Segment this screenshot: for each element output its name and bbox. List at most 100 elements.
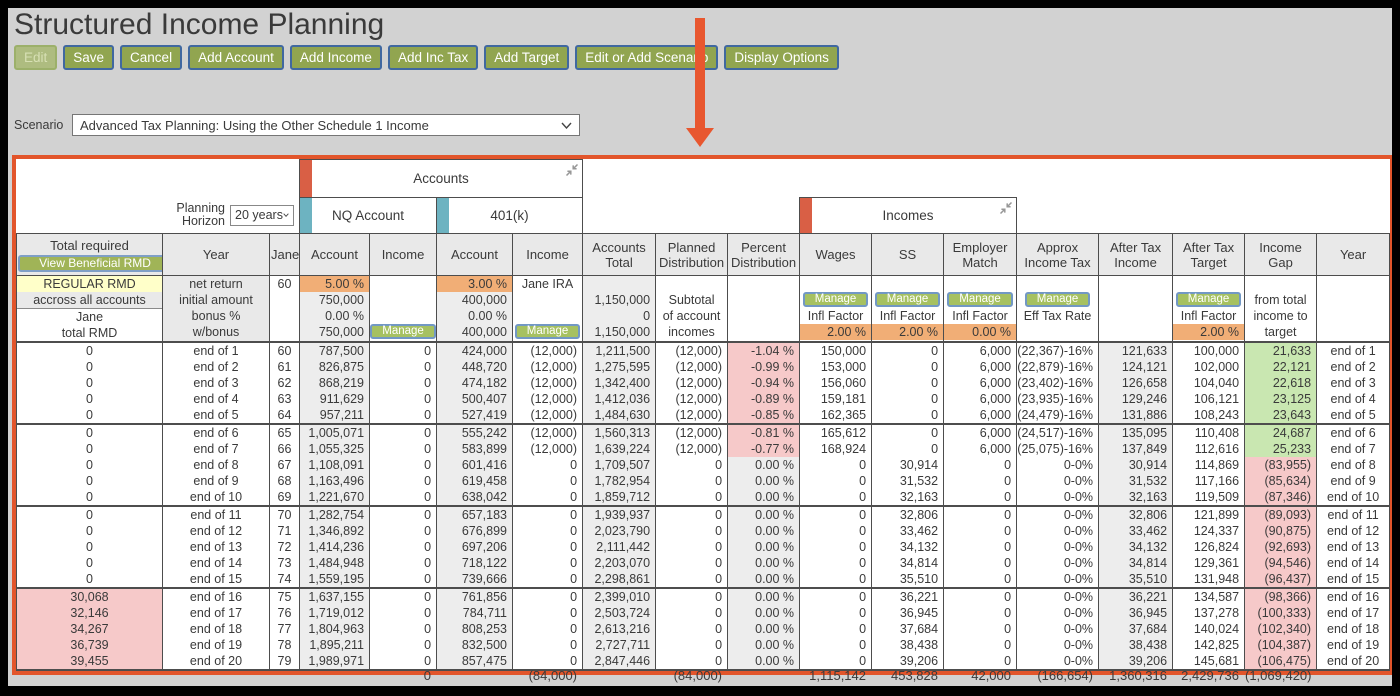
- age-cell: 68: [268, 473, 300, 489]
- after-tax-income-cell: 33,462: [1098, 523, 1173, 539]
- after-tax-income-cell: 36,945: [1098, 605, 1173, 621]
- 401k-income-cell: 0: [512, 571, 583, 589]
- accounts-total-cell: 1,560,313: [582, 424, 656, 441]
- after-tax-target-cell: 134,587: [1172, 588, 1245, 605]
- planned-distribution-cell: 0: [655, 621, 728, 637]
- manage-income-tax-button[interactable]: Manage: [1024, 292, 1091, 307]
- income-gap-cell: (94,546): [1244, 555, 1317, 571]
- table-row: 0 end of 14 73 1,484,948 0 718,122 0 2,2…: [16, 555, 1391, 571]
- planned-distribution-cell: 0: [655, 605, 728, 621]
- header-accounts-total: Accounts Total: [582, 233, 657, 276]
- age-cell: 75: [268, 588, 300, 605]
- planned-distribution-cell: 0: [655, 637, 728, 653]
- table-row: 0 end of 13 72 1,414,236 0 697,206 0 2,1…: [16, 539, 1391, 555]
- employer-match-cell: 6,000: [943, 441, 1017, 457]
- age-cell: 69: [268, 489, 300, 507]
- collapse-icon[interactable]: [999, 201, 1013, 215]
- rmd-cell: 0: [16, 489, 163, 507]
- income-gap-cell: (104,387): [1244, 637, 1317, 653]
- manage-after-tax-target-button[interactable]: Manage: [1175, 292, 1242, 307]
- 401k-income-cell: (12,000): [512, 391, 583, 407]
- view-beneficial-rmd-button[interactable]: View Beneficial RMD: [18, 254, 162, 272]
- after-tax-target-cell: 114,869: [1172, 457, 1245, 473]
- age-cell: 67: [268, 457, 300, 473]
- employer-match-cell: 6,000: [943, 375, 1017, 391]
- employer-match-cell: 0: [943, 555, 1017, 571]
- manage-nq-income-button[interactable]: Manage: [370, 324, 436, 339]
- rmd-cell: 0: [16, 342, 163, 359]
- add-target-button[interactable]: Add Target: [484, 45, 570, 70]
- cancel-button[interactable]: Cancel: [120, 45, 183, 70]
- percent-distribution-cell: 0.00 %: [727, 523, 800, 539]
- age-cell: 61: [268, 359, 300, 375]
- planned-distribution-cell: (12,000): [655, 424, 728, 441]
- total-planned-distribution: (84,000): [655, 665, 727, 686]
- scenario-select[interactable]: Advanced Tax Planning: Using the Other S…: [72, 114, 580, 136]
- planned-distribution-cell: 0: [655, 588, 728, 605]
- nq-account-cell: 1,108,091: [299, 457, 370, 473]
- ss-cell: 0: [871, 342, 944, 359]
- rmd-cell: 34,267: [16, 621, 163, 637]
- income-tax-cell: (24,517)-16%: [1016, 424, 1099, 441]
- income-tax-cell: 0-0%: [1016, 489, 1099, 507]
- income-tax-subheader: Manage Eff Tax Rate: [1016, 275, 1100, 343]
- income-tax-cell: (22,879)-16%: [1016, 359, 1099, 375]
- year-cell: end of 16: [162, 588, 270, 605]
- table-row: 0 end of 7 66 1,055,325 0 583,899 (12,00…: [16, 441, 1391, 457]
- year-cell: end of 19: [162, 637, 270, 653]
- table-row: 0 end of 11 70 1,282,754 0 657,183 0 1,9…: [16, 506, 1391, 523]
- after-tax-income-cell: 30,914: [1098, 457, 1173, 473]
- display-options-button[interactable]: Display Options: [724, 45, 839, 70]
- total-employer-match: 42,000: [943, 665, 1016, 686]
- app-page: Structured Income Planning Edit Save Can…: [8, 8, 1392, 686]
- percent-distribution-cell: 0.00 %: [727, 588, 800, 605]
- add-account-button[interactable]: Add Account: [188, 45, 284, 70]
- after-tax-income-cell: 129,246: [1098, 391, 1173, 407]
- page-title: Structured Income Planning: [14, 8, 385, 41]
- employer-match-subheader: Manage Infl Factor 0.00 %: [943, 275, 1018, 343]
- add-inc-tax-button[interactable]: Add Inc Tax: [387, 45, 479, 70]
- income-gap-cell: (96,437): [1244, 571, 1317, 589]
- manage-401k-income-button[interactable]: Manage: [514, 324, 581, 339]
- ss-subheader: Manage Infl Factor 2.00 %: [871, 275, 945, 343]
- 401k-group-header: 401(k): [436, 197, 584, 234]
- wages-cell: 0: [799, 555, 872, 571]
- accounts-total-cell: 2,399,010: [582, 588, 656, 605]
- subheader-row: REGULAR RMD accross all accounts Jane to…: [16, 275, 1391, 343]
- chevron-down-icon: [561, 122, 572, 129]
- edit-or-add-scenario-button[interactable]: Edit or Add Scenario: [575, 45, 719, 70]
- income-tax-cell: 0-0%: [1016, 588, 1099, 605]
- total-after-tax-income: 1,360,316: [1098, 665, 1172, 686]
- nq-income-cell: 0: [369, 523, 437, 539]
- planning-table: Accounts Planning Horizon 20 years: [16, 159, 1391, 671]
- collapse-icon[interactable]: [565, 163, 579, 177]
- after-tax-target-cell: 126,824: [1172, 539, 1245, 555]
- total-ss: 453,828: [871, 665, 943, 686]
- income-tax-cell: 0-0%: [1016, 506, 1099, 523]
- year-cell: end of 11: [162, 506, 270, 523]
- income-gap-cell: (100,333): [1244, 605, 1317, 621]
- manage-ss-button[interactable]: Manage: [874, 292, 941, 307]
- employer-match-cell: 0: [943, 473, 1017, 489]
- manage-employer-match-button[interactable]: Manage: [947, 292, 1013, 307]
- save-button[interactable]: Save: [63, 45, 115, 70]
- nq-account-cell: 826,875: [299, 359, 370, 375]
- planning-horizon-select[interactable]: 20 years: [230, 204, 295, 226]
- ss-cell: 36,221: [871, 588, 944, 605]
- annotation-arrow: [686, 18, 714, 147]
- wages-cell: 156,060: [799, 375, 872, 391]
- manage-wages-button[interactable]: Manage: [802, 292, 869, 307]
- accounts-total-cell: 2,023,790: [582, 523, 656, 539]
- after-tax-income-cell: 38,438: [1098, 637, 1173, 653]
- total-wages: 1,115,142: [799, 665, 871, 686]
- employer-match-cell: 0: [943, 571, 1017, 589]
- add-income-button[interactable]: Add Income: [289, 45, 382, 70]
- year-right-cell: end of 20: [1316, 653, 1391, 671]
- after-tax-income-cell: 34,814: [1098, 555, 1173, 571]
- table-row: 0 end of 12 71 1,346,892 0 676,899 0 2,0…: [16, 523, 1391, 539]
- 401k-income-cell: (12,000): [512, 424, 583, 441]
- year-right-cell: end of 1: [1316, 342, 1391, 359]
- after-tax-target-cell: 121,899: [1172, 506, 1245, 523]
- ss-cell: 0: [871, 441, 944, 457]
- wages-cell: 0: [799, 605, 872, 621]
